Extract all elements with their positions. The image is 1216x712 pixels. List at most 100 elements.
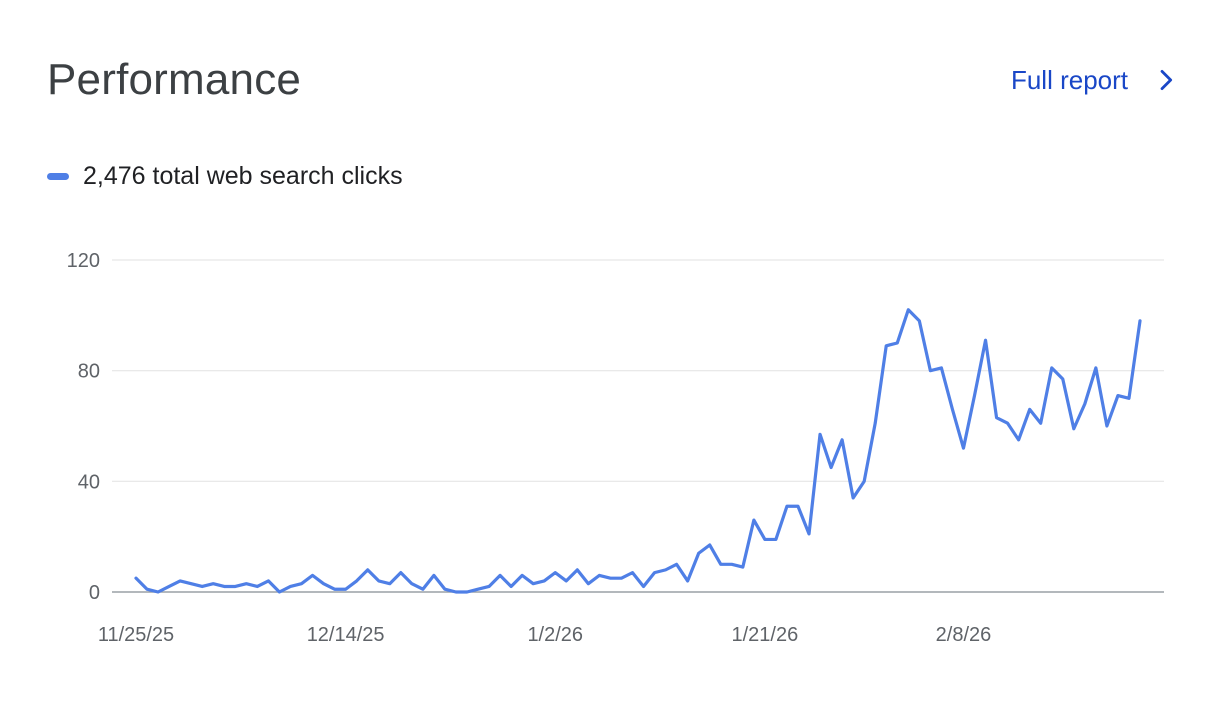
data-point[interactable] [1058,374,1068,384]
data-point[interactable] [738,562,748,572]
data-point[interactable] [1069,424,1079,434]
data-point[interactable] [274,587,284,597]
data-point[interactable] [1047,363,1057,373]
data-point[interactable] [650,568,660,578]
data-point[interactable] [219,581,229,591]
data-point[interactable] [528,579,538,589]
data-point[interactable] [672,559,682,569]
data-point[interactable] [903,305,913,315]
data-point[interactable] [716,559,726,569]
data-point[interactable] [374,576,384,586]
data-point[interactable] [826,463,836,473]
data-point[interactable] [892,338,902,348]
data-point[interactable] [815,429,825,439]
data-point[interactable] [484,581,494,591]
data-point[interactable] [970,391,980,401]
data-point[interactable] [992,413,1002,423]
data-point[interactable] [1124,393,1134,403]
data-point[interactable] [837,435,847,445]
data-point[interactable] [175,576,185,586]
data-point[interactable] [661,565,671,575]
data-point[interactable] [407,579,417,589]
data-point[interactable] [616,573,626,583]
data-point[interactable] [495,570,505,580]
data-point[interactable] [252,581,262,591]
data-point[interactable] [639,581,649,591]
page-title: Performance [47,55,302,104]
data-point[interactable] [683,576,693,586]
data-point[interactable] [429,570,439,580]
data-point[interactable] [308,570,318,580]
legend[interactable]: 2,476 total web search clicks [47,158,403,194]
data-point[interactable] [804,529,814,539]
data-point[interactable] [760,534,770,544]
data-point[interactable] [506,581,516,591]
data-point[interactable] [1080,399,1090,409]
data-point[interactable] [1036,418,1046,428]
data-point[interactable] [473,584,483,594]
data-point[interactable] [341,584,351,594]
data-point[interactable] [363,565,373,575]
data-point[interactable] [749,515,759,525]
data-point[interactable] [561,576,571,586]
data-point[interactable] [914,316,924,326]
data-point[interactable] [153,587,163,597]
data-point[interactable] [859,476,869,486]
data-point[interactable] [539,576,549,586]
data-point[interactable] [208,579,218,589]
data-point[interactable] [925,366,935,376]
data-point[interactable] [1091,363,1101,373]
data-point[interactable] [285,581,295,591]
data-point[interactable] [385,579,395,589]
data-point[interactable] [958,443,968,453]
data-point[interactable] [771,534,781,544]
data-points [131,305,1145,597]
data-point[interactable] [1014,435,1024,445]
data-point[interactable] [936,363,946,373]
data-point[interactable] [330,584,340,594]
data-point[interactable] [848,493,858,503]
x-tick-label: 1/21/26 [732,624,799,646]
data-point[interactable] [131,573,141,583]
data-point[interactable] [263,576,273,586]
data-point[interactable] [947,404,957,414]
data-point[interactable] [440,584,450,594]
full-report-link[interactable]: Full report [1011,60,1180,100]
data-point[interactable] [727,559,737,569]
data-point[interactable] [451,587,461,597]
data-point[interactable] [296,579,306,589]
data-point[interactable] [197,581,207,591]
data-point[interactable] [230,581,240,591]
grid-lines [112,259,1164,593]
data-point[interactable] [418,584,428,594]
data-point[interactable] [782,501,792,511]
data-point[interactable] [142,584,152,594]
data-point[interactable] [164,581,174,591]
data-point[interactable] [705,540,715,550]
data-point[interactable] [594,570,604,580]
data-point[interactable] [319,579,329,589]
data-point[interactable] [881,341,891,351]
data-point[interactable] [1102,421,1112,431]
data-point[interactable] [1113,391,1123,401]
data-point[interactable] [550,568,560,578]
data-point[interactable] [1135,316,1145,326]
data-point[interactable] [572,565,582,575]
data-point[interactable] [627,568,637,578]
data-point[interactable] [186,579,196,589]
data-point[interactable] [462,587,472,597]
data-point[interactable] [1025,404,1035,414]
clicks-line-chart[interactable]: 0 40 80 120 11/25/25 12/14/25 1/2/26 1/21/26 2/… [0,220,1216,660]
data-point[interactable] [241,579,251,589]
data-point[interactable] [352,576,362,586]
data-point[interactable] [870,418,880,428]
data-point[interactable] [396,568,406,578]
data-point[interactable] [583,579,593,589]
data-point[interactable] [981,335,991,345]
data-point[interactable] [605,573,615,583]
data-point[interactable] [517,570,527,580]
data-point[interactable] [1003,418,1013,428]
data-point[interactable] [694,548,704,558]
x-tick-label: 1/2/26 [527,624,583,646]
data-point[interactable] [793,501,803,511]
